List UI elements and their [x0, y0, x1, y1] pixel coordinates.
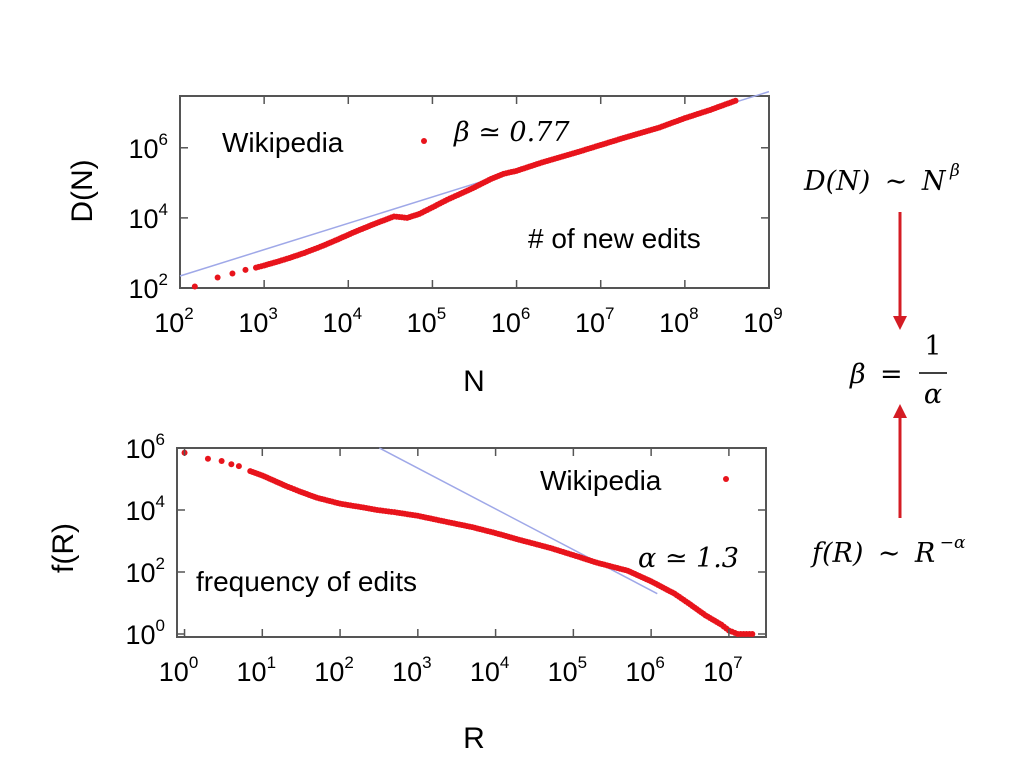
chart-top-y-ticks: 102 104 106	[128, 130, 769, 304]
chart-top-y-tick-label: 104	[128, 200, 168, 234]
chart-bottom: 100 101 102 103 104 105 106 107 100 102 104 106 Wi…	[47, 430, 767, 755]
chart-bottom-x-tick-label: 107	[703, 653, 743, 687]
chart-bottom-x-tick-label: 104	[470, 653, 510, 687]
formula-top: D(N) ∼ N β	[803, 161, 960, 197]
chart-bottom-data-point	[228, 461, 235, 468]
chart-top-x-tick-label: 108	[659, 304, 699, 338]
chart-top-x-ticks: 102 103 104 105 106 107 108 109	[154, 96, 783, 338]
formula-middle-denominator: α	[924, 379, 942, 410]
formula-middle-numerator: 1	[924, 331, 941, 362]
chart-top-x-tick-label: 103	[238, 304, 278, 338]
formula-top-relation: ∼	[885, 166, 908, 197]
chart-top-x-tick-label: 102	[154, 304, 194, 338]
chart-bottom-y-ticks: 100 102 104 106	[125, 430, 766, 650]
svg-text:D(N) ∼ N: D(N) ∼ N β	[803, 161, 960, 197]
formula-bottom-relation: ∼	[878, 538, 901, 569]
chart-bottom-y-tick-label: 106	[125, 430, 165, 464]
chart-top-x-tick-label: 107	[575, 304, 615, 338]
formula-middle-lhs: β	[849, 359, 866, 390]
chart-top-data-point	[214, 274, 221, 281]
chart-top-x-tick-label: 105	[407, 304, 447, 338]
chart-bottom-fit-label: α ≃ 1.3	[638, 543, 739, 574]
chart-bottom-x-tick-label: 106	[625, 653, 665, 687]
chart-bottom-data-point	[204, 455, 211, 462]
chart-top-x-tick-label: 109	[743, 304, 783, 338]
chart-top-data-point	[191, 283, 198, 290]
chart-bottom-annotation: frequency of edits	[196, 566, 417, 597]
chart-bottom-legend-marker	[723, 476, 729, 482]
chart-top-fit-label: β ≃ 0.77	[453, 117, 570, 148]
chart-top-y-tick-label: 106	[128, 130, 168, 164]
chart-bottom-x-tick-label: 100	[159, 653, 199, 687]
chart-bottom-y-label: f(R)	[47, 523, 80, 573]
chart-top-y-label: D(N)	[66, 159, 99, 222]
chart-bottom-points	[181, 449, 756, 637]
chart-top-data-point	[229, 270, 236, 277]
chart-top-x-label: N	[463, 365, 485, 398]
chart-bottom-data-point	[218, 458, 225, 465]
formula-middle-relation: =	[880, 359, 903, 390]
chart-top-legend-label: Wikipedia	[222, 127, 344, 158]
chart-bottom-y-tick-label: 104	[125, 492, 165, 526]
chart-top-points	[191, 97, 739, 290]
formula-bottom-lhs: f(R)	[810, 538, 863, 569]
chart-bottom-x-tick-label: 102	[314, 653, 354, 687]
formula-middle: β = 1 α	[849, 331, 947, 410]
chart-top-frame	[179, 95, 770, 289]
chart-top: 102 103 104 105 106 107 108 109 102 104 106 Wikip…	[66, 90, 783, 398]
chart-bottom-frame	[176, 447, 767, 638]
formula-bottom-exponent: −α	[940, 533, 966, 553]
arrow-up-head	[893, 404, 907, 418]
chart-bottom-x-ticks: 100 101 102 103 104 105 106 107	[159, 448, 743, 687]
chart-bottom-x-label: R	[463, 722, 485, 755]
chart-bottom-x-tick-label: 101	[237, 653, 277, 687]
arrow-down-head	[893, 316, 907, 330]
formula-bottom: f(R) ∼ R −α	[810, 533, 966, 569]
chart-top-x-tick-label: 106	[491, 304, 531, 338]
chart-top-annotation: # of new edits	[528, 223, 701, 254]
formula-bottom-base: R	[914, 538, 935, 569]
chart-bottom-data-point	[749, 630, 756, 637]
chart-top-data-point	[242, 266, 249, 273]
chart-top-x-tick-label: 104	[323, 304, 363, 338]
chart-bottom-y-tick-label: 100	[125, 616, 165, 650]
chart-top-legend-marker	[421, 138, 427, 144]
chart-top-data-point	[732, 97, 739, 104]
chart-bottom-legend-label: Wikipedia	[540, 465, 662, 496]
chart-bottom-x-tick-label: 105	[548, 653, 588, 687]
chart-bottom-y-tick-label: 102	[125, 554, 165, 588]
formula-top-base: N	[921, 166, 947, 197]
chart-bottom-data-point	[235, 463, 242, 470]
side-panel: D(N) ∼ N β β = 1 α f(R) ∼ R −α	[803, 161, 966, 569]
svg-text:f(R) ∼ R: f(R) ∼ R −α	[810, 533, 966, 569]
chart-top-y-tick-label: 102	[128, 270, 168, 304]
formula-top-lhs: D(N)	[803, 166, 870, 197]
chart-bottom-x-tick-label: 103	[392, 653, 432, 687]
formula-top-exponent: β	[949, 161, 960, 181]
